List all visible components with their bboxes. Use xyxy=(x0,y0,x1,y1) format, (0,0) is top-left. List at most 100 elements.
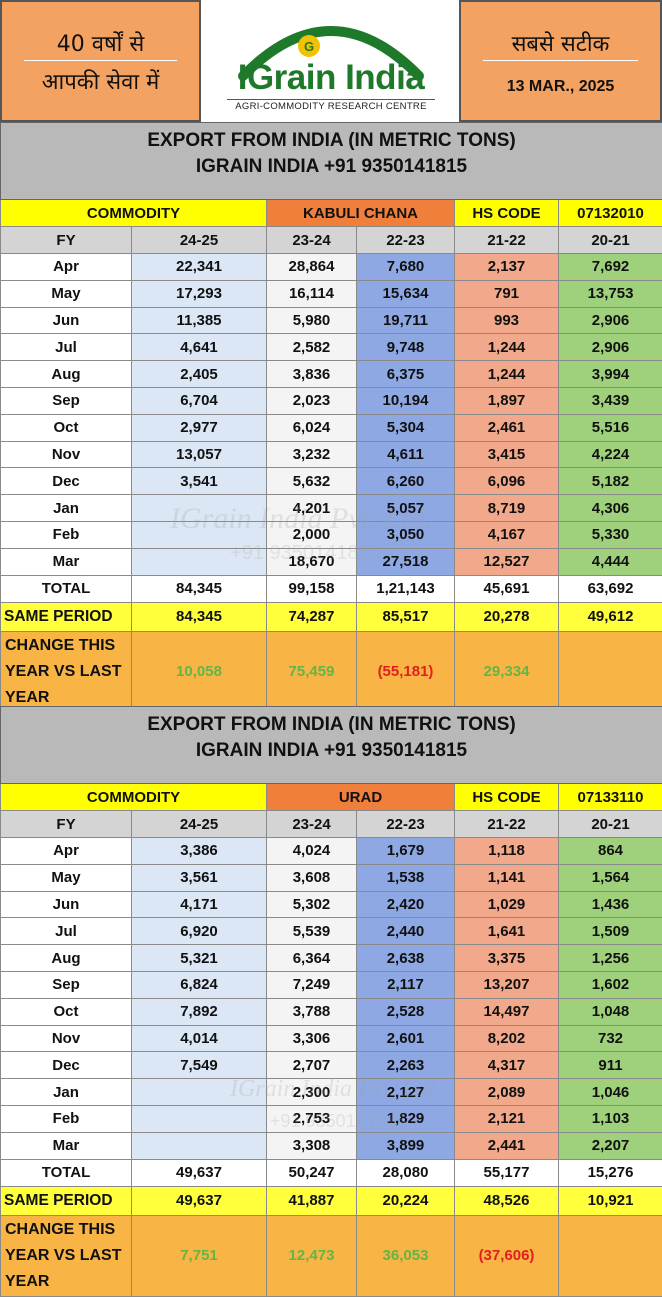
month-label: Oct xyxy=(1,414,132,441)
table-cell: 4,611 xyxy=(357,441,455,468)
table-title-row: EXPORT FROM INDIA (IN METRIC TONS) xyxy=(1,123,662,154)
header: 40 वर्षों से आपकी सेवा में G IGrain Indi… xyxy=(0,0,662,122)
table-cell: 6,375 xyxy=(357,361,455,388)
change-cell: (37,606) xyxy=(455,1215,559,1296)
same-period-cell: 84,345 xyxy=(132,602,267,631)
data-table: EXPORT FROM INDIA (IN METRIC TONS)IGRAIN… xyxy=(0,706,662,1297)
month-label: Mar xyxy=(1,1132,132,1159)
table-cell: 17,293 xyxy=(132,280,267,307)
table-cell: 11,385 xyxy=(132,307,267,334)
change-cell: 75,459 xyxy=(267,631,357,712)
table-cell xyxy=(132,1105,267,1132)
table-cell: 2,638 xyxy=(357,945,455,972)
change-cell: (55,181) xyxy=(357,631,455,712)
table-cell: 22,341 xyxy=(132,254,267,281)
table-cell: 2,137 xyxy=(455,254,559,281)
table-cell: 4,641 xyxy=(132,334,267,361)
table-cell: 3,386 xyxy=(132,838,267,865)
change-cell: 36,053 xyxy=(357,1215,455,1296)
same-period-cell: 20,278 xyxy=(455,602,559,631)
table-cell: 1,897 xyxy=(455,387,559,414)
total-cell: 99,158 xyxy=(267,575,357,602)
table-cell: 2,117 xyxy=(357,971,455,998)
year-header: 24-25 xyxy=(132,227,267,254)
table-cell: 2,023 xyxy=(267,387,357,414)
table-subtitle-row: IGRAIN INDIA +91 9350141815 xyxy=(1,153,662,200)
header-left-line1: 40 वर्षों से xyxy=(2,28,199,58)
table-cell: 8,202 xyxy=(455,1025,559,1052)
month-label: Nov xyxy=(1,441,132,468)
total-cell: 28,080 xyxy=(357,1159,455,1186)
commodity-label: COMMODITY xyxy=(1,200,267,227)
table-cell: 2,440 xyxy=(357,918,455,945)
table-cell: 3,899 xyxy=(357,1132,455,1159)
table-cell: 2,977 xyxy=(132,414,267,441)
year-header: 22-23 xyxy=(357,811,455,838)
change-cell: 10,058 xyxy=(132,631,267,712)
change-label: CHANGE THIS YEAR VS LAST YEAR xyxy=(1,631,132,712)
table-cell xyxy=(132,495,267,522)
table-cell: 3,608 xyxy=(267,864,357,891)
export-table-kabuli-chana: EXPORT FROM INDIA (IN METRIC TONS)IGRAIN… xyxy=(0,122,662,713)
table-cell xyxy=(132,1132,267,1159)
table-cell: 6,920 xyxy=(132,918,267,945)
change-cell: 7,751 xyxy=(132,1215,267,1296)
table-cell: 3,836 xyxy=(267,361,357,388)
header-right-box: सबसे सटीक 13 MAR., 2025 xyxy=(459,0,662,122)
total-cell: 50,247 xyxy=(267,1159,357,1186)
commodity-name: KABULI CHANA xyxy=(267,200,455,227)
total-cell: 84,345 xyxy=(132,575,267,602)
table-cell: 1,641 xyxy=(455,918,559,945)
same-period-cell: 48,526 xyxy=(455,1186,559,1215)
total-cell: 1,21,143 xyxy=(357,575,455,602)
table-subtitle: IGRAIN INDIA +91 9350141815 xyxy=(1,153,662,200)
table-cell: 1,436 xyxy=(559,891,662,918)
change-label: CHANGE THIS YEAR VS LAST YEAR xyxy=(1,1215,132,1296)
table-cell: 2,121 xyxy=(455,1105,559,1132)
total-cell: 15,276 xyxy=(559,1159,662,1186)
table-cell: 4,306 xyxy=(559,495,662,522)
table-title: EXPORT FROM INDIA (IN METRIC TONS) xyxy=(1,707,662,738)
table-cell: 1,602 xyxy=(559,971,662,998)
same-period-cell: 20,224 xyxy=(357,1186,455,1215)
table-cell: 4,171 xyxy=(132,891,267,918)
table-cell: 3,050 xyxy=(357,521,455,548)
table-cell: 4,444 xyxy=(559,548,662,575)
hs-code-value: 07132010 xyxy=(559,200,662,227)
month-label: Sep xyxy=(1,387,132,414)
svg-text:G: G xyxy=(304,39,314,54)
table-cell: 993 xyxy=(455,307,559,334)
total-cell: 55,177 xyxy=(455,1159,559,1186)
table-cell: 10,194 xyxy=(357,387,455,414)
table-cell: 864 xyxy=(559,838,662,865)
table-cell: 5,516 xyxy=(559,414,662,441)
total-label: TOTAL xyxy=(1,1159,132,1186)
month-label: Aug xyxy=(1,945,132,972)
table-cell: 28,864 xyxy=(267,254,357,281)
year-header: 24-25 xyxy=(132,811,267,838)
change-cell: 12,473 xyxy=(267,1215,357,1296)
table-cell: 2,753 xyxy=(267,1105,357,1132)
month-label: Feb xyxy=(1,521,132,548)
table-cell: 5,057 xyxy=(357,495,455,522)
table-cell: 9,748 xyxy=(357,334,455,361)
hs-code-label: HS CODE xyxy=(455,200,559,227)
table-title: EXPORT FROM INDIA (IN METRIC TONS) xyxy=(1,123,662,154)
header-date: 13 MAR., 2025 xyxy=(461,78,660,96)
total-cell: 63,692 xyxy=(559,575,662,602)
